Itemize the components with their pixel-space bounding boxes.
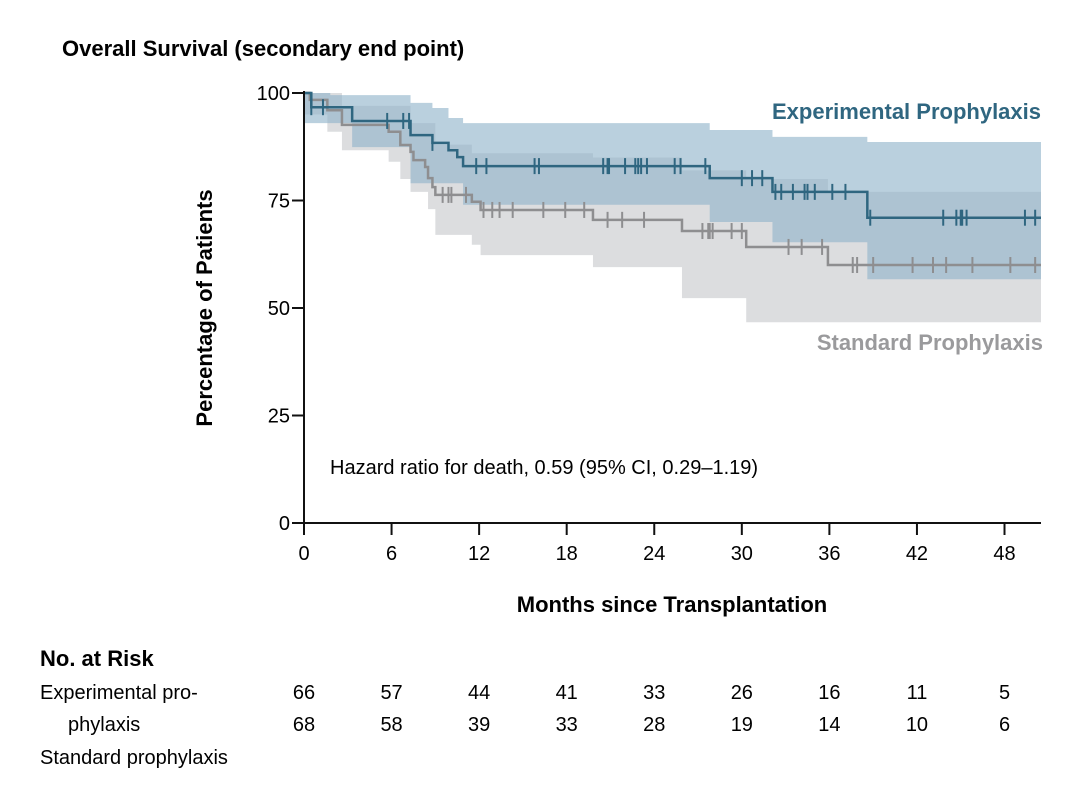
risk-value: 39: [468, 714, 490, 736]
x-tick-label: 24: [643, 543, 665, 565]
x-tick-label: 36: [818, 543, 840, 565]
legend-standard: Standard Prophylaxis: [817, 330, 1043, 355]
legend-experimental: Experimental Prophylaxis: [772, 99, 1041, 124]
risk-value: 44: [468, 682, 490, 704]
y-tick-label: 0: [279, 513, 290, 535]
risk-value: 19: [731, 714, 753, 736]
risk-value: 58: [380, 714, 402, 736]
x-tick-label: 30: [731, 543, 753, 565]
chart-title: Overall Survival (secondary end point): [62, 36, 464, 61]
risk-value: 41: [556, 682, 578, 704]
risk-row-label-standard: Standard prophylaxis: [40, 747, 228, 769]
risk-value: 28: [643, 714, 665, 736]
hazard-ratio-annotation: Hazard ratio for death, 0.59 (95% CI, 0.…: [330, 457, 758, 479]
curve-experimental: [304, 91, 1041, 219]
y-tick-label: 100: [257, 83, 290, 105]
risk-value: 16: [818, 682, 840, 704]
risk-value: 14: [818, 714, 840, 736]
x-tick-label: 12: [468, 543, 490, 565]
x-tick-label: 48: [993, 543, 1015, 565]
y-axis-label: Percentage of Patients: [192, 189, 217, 426]
x-tick-label: 42: [906, 543, 928, 565]
risk-value: 26: [731, 682, 753, 704]
x-tick-label: 18: [556, 543, 578, 565]
risk-row-label-experimental-1: Experimental pro-: [40, 682, 198, 704]
risk-value: 11: [907, 682, 928, 704]
risk-table: 66 57 44 41 33 26 16 11 5 68 58 39 33 28 19 14 10 6: [293, 682, 1010, 736]
x-tick-label: 0: [298, 543, 309, 565]
risk-value: 57: [380, 682, 402, 704]
risk-value: 66: [293, 682, 315, 704]
curve-standard: [304, 91, 1041, 267]
risk-value: 33: [556, 714, 578, 736]
risk-table-title: No. at Risk: [40, 646, 154, 671]
axes: 0 25 50 75 100 0 6 12 18 24 30 36 42 48: [257, 83, 1041, 565]
risk-value: 10: [906, 714, 928, 736]
risk-value: 6: [999, 714, 1010, 736]
x-axis-label: Months since Transplantation: [517, 592, 827, 617]
ci-band-experimental: [304, 93, 1041, 280]
x-tick-label: 6: [386, 543, 397, 565]
confidence-bands: [304, 93, 1041, 323]
y-tick-label: 25: [268, 406, 290, 428]
risk-value: 33: [643, 682, 665, 704]
survival-curves: [304, 91, 1041, 273]
risk-value: 5: [999, 682, 1010, 704]
y-tick-label: 75: [268, 191, 290, 213]
y-tick-label: 50: [268, 298, 290, 320]
risk-row-label-experimental-2: phylaxis: [68, 714, 140, 736]
risk-value: 68: [293, 714, 315, 736]
